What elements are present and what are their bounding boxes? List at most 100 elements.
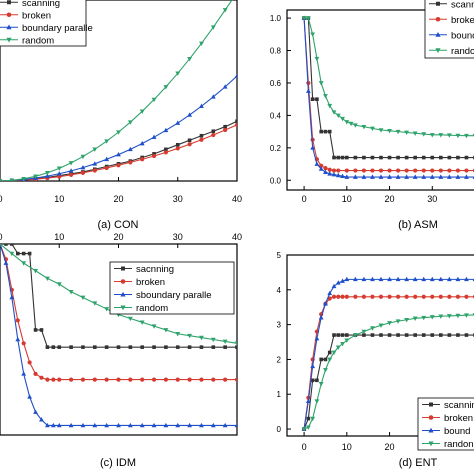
data-point xyxy=(33,328,38,332)
x-tick-label: 0 xyxy=(302,442,307,452)
legend-label: broken xyxy=(444,413,473,424)
data-point xyxy=(335,280,341,285)
data-point xyxy=(439,333,443,337)
legend-label: sacnning xyxy=(136,264,174,275)
data-point xyxy=(446,133,452,138)
data-point xyxy=(234,422,237,428)
data-point xyxy=(187,142,192,147)
data-point xyxy=(301,427,307,432)
data-point xyxy=(199,377,204,382)
y-tick-label: 0.0 xyxy=(270,176,282,185)
data-point xyxy=(362,333,366,337)
data-point xyxy=(323,94,328,99)
data-point xyxy=(340,278,345,283)
data-point xyxy=(370,126,375,131)
data-point xyxy=(51,345,56,349)
data-point xyxy=(344,120,350,125)
data-point xyxy=(370,294,375,299)
data-point xyxy=(21,251,26,256)
data-point xyxy=(318,381,324,387)
data-point xyxy=(68,168,74,173)
data-point xyxy=(175,71,181,76)
data-point xyxy=(331,283,337,289)
legend-label: bound xyxy=(444,426,470,437)
panel-caption: (c) IDM xyxy=(100,457,136,469)
data-point xyxy=(39,328,44,332)
data-point xyxy=(314,335,320,341)
data-point xyxy=(175,345,180,349)
data-point xyxy=(323,129,328,134)
legend-label: boundary paralle xyxy=(22,23,93,34)
legend-label: boundary paralle xyxy=(451,30,474,41)
data-point xyxy=(222,8,228,13)
data-point xyxy=(352,276,358,282)
plot-frame xyxy=(286,9,474,191)
data-point xyxy=(27,394,33,399)
data-point xyxy=(163,422,169,428)
data-point xyxy=(447,168,452,173)
legend-marker xyxy=(429,402,433,407)
data-point xyxy=(361,168,367,173)
data-point xyxy=(352,123,358,128)
legend-label: broken xyxy=(136,277,165,288)
data-point xyxy=(447,333,452,337)
data-point xyxy=(327,171,333,176)
data-point xyxy=(187,138,192,143)
data-point xyxy=(370,333,375,337)
data-point xyxy=(187,112,192,117)
data-point xyxy=(199,345,204,349)
data-point xyxy=(222,84,228,89)
data-point xyxy=(305,88,311,93)
data-point xyxy=(331,350,337,356)
data-point xyxy=(404,276,410,282)
data-point xyxy=(314,399,320,404)
data-point xyxy=(331,171,337,177)
data-point xyxy=(464,155,469,160)
series-line-2 xyxy=(0,244,237,427)
y-tick-label: 1 xyxy=(277,390,282,399)
legend-marker xyxy=(435,16,441,22)
data-point xyxy=(335,345,341,350)
data-point xyxy=(175,146,180,151)
panel-asm: 0 10 20 30 0.0 0.2 0.4 0.6 0.8 1.0 scanning broken b… xyxy=(270,0,474,231)
legend-marker xyxy=(428,415,434,420)
data-point xyxy=(413,294,418,299)
data-point xyxy=(336,155,341,160)
data-point xyxy=(199,133,204,138)
data-point xyxy=(56,422,62,428)
data-point xyxy=(56,282,62,287)
data-point xyxy=(0,179,3,181)
data-point xyxy=(9,178,15,181)
data-point xyxy=(340,333,345,337)
data-point xyxy=(379,155,383,160)
data-point xyxy=(127,146,133,152)
data-point xyxy=(140,157,145,162)
data-point xyxy=(404,294,409,299)
data-point xyxy=(175,377,180,382)
x-tick-label: 10 xyxy=(342,194,352,204)
data-point xyxy=(151,134,157,139)
data-point xyxy=(45,345,50,349)
data-point xyxy=(45,377,50,382)
data-point xyxy=(175,331,181,337)
data-point xyxy=(412,174,418,179)
data-point xyxy=(318,81,324,86)
data-point xyxy=(378,323,384,328)
data-point xyxy=(164,147,168,152)
data-point xyxy=(45,171,50,176)
data-point xyxy=(361,276,367,282)
data-point xyxy=(140,345,144,349)
data-point xyxy=(404,155,409,160)
data-point xyxy=(92,422,98,428)
data-point xyxy=(404,174,410,179)
data-point xyxy=(464,313,469,318)
data-point xyxy=(310,378,315,383)
x-tick-label: 20 xyxy=(113,194,123,204)
data-point xyxy=(151,377,157,382)
data-point xyxy=(344,276,350,282)
data-point xyxy=(387,321,392,326)
data-point xyxy=(163,85,169,90)
data-point xyxy=(187,377,192,382)
data-point xyxy=(301,16,307,21)
data-point xyxy=(164,345,168,349)
